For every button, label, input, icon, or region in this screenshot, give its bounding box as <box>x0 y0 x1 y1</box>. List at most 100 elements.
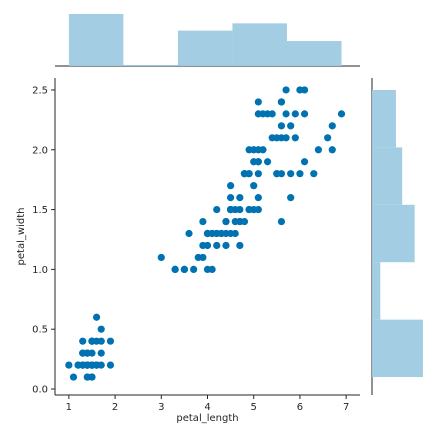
right-histogram-bar <box>372 262 381 320</box>
data-point <box>254 194 262 202</box>
data-point <box>65 361 73 369</box>
data-point <box>69 373 78 381</box>
data-point <box>300 110 309 118</box>
x-tick-label: 1 <box>66 402 72 413</box>
data-point <box>296 170 304 178</box>
data-point <box>231 229 239 238</box>
data-point <box>213 241 221 250</box>
data-point <box>263 158 272 166</box>
data-point <box>222 217 230 226</box>
data-point <box>287 122 295 130</box>
data-point <box>282 86 290 94</box>
scatter-axes: 1 2 3 4 5 6 7 0.0 0.5 1.0 1.5 2.0 2.5 <box>32 78 360 413</box>
data-point <box>199 217 207 226</box>
data-point <box>291 134 299 142</box>
x-tick-label: 6 <box>297 402 303 413</box>
data-point <box>106 361 115 369</box>
x-tick-label: 7 <box>343 402 349 413</box>
x-tick-label: 2 <box>112 402 118 413</box>
data-point <box>287 170 295 178</box>
data-point <box>300 158 309 166</box>
data-point <box>222 241 230 250</box>
data-point <box>97 325 105 333</box>
x-tick-label: 5 <box>251 402 257 413</box>
data-point <box>310 170 318 178</box>
data-point <box>254 170 262 178</box>
data-point <box>227 182 235 190</box>
data-point <box>277 122 286 130</box>
data-point <box>83 361 91 369</box>
data-point <box>268 134 276 142</box>
top-histogram-bar <box>232 23 287 66</box>
data-point <box>287 194 295 202</box>
right-histogram-bar <box>372 319 423 378</box>
top-marginal-histogram <box>55 14 360 67</box>
data-point <box>245 146 253 154</box>
data-point <box>273 170 281 178</box>
data-point <box>250 182 258 190</box>
data-point <box>254 98 262 106</box>
data-point <box>106 337 115 345</box>
right-marginal-histogram <box>371 78 423 395</box>
data-point <box>88 337 96 345</box>
x-tick-label: 3 <box>158 402 164 413</box>
data-point <box>236 205 244 214</box>
x-tick-label: 4 <box>204 402 210 413</box>
right-histogram-bar <box>372 147 403 205</box>
data-point <box>240 217 249 226</box>
data-point <box>240 170 249 178</box>
data-point <box>231 217 239 226</box>
y-axis-label: petal_width <box>16 208 27 266</box>
right-histogram-bar <box>372 204 415 263</box>
data-point <box>277 217 286 226</box>
data-point <box>208 229 216 238</box>
data-point <box>291 110 299 118</box>
data-point <box>157 253 165 262</box>
data-point <box>92 313 101 321</box>
data-point <box>180 265 188 273</box>
data-point <box>324 134 332 142</box>
y-tick-label: 0.5 <box>32 325 48 336</box>
data-point <box>83 373 91 381</box>
data-point <box>259 146 267 154</box>
data-point <box>203 241 212 250</box>
scatter-points <box>65 86 346 381</box>
data-point <box>79 337 87 345</box>
right-histogram-bar <box>372 89 396 148</box>
data-point <box>259 110 267 118</box>
data-point <box>213 205 221 214</box>
data-point <box>277 134 286 142</box>
data-point <box>300 86 309 94</box>
data-point <box>97 349 105 357</box>
y-tick-label: 0.0 <box>32 385 48 396</box>
top-histogram-bar <box>68 14 124 66</box>
data-point <box>328 146 336 154</box>
data-point <box>250 158 258 166</box>
data-point <box>185 229 193 238</box>
y-tick-label: 2.0 <box>32 145 48 156</box>
data-point <box>268 110 276 118</box>
data-point <box>194 253 202 262</box>
data-point <box>227 205 235 214</box>
data-point <box>314 146 323 154</box>
data-point <box>208 265 216 273</box>
y-tick-label: 2.5 <box>32 85 48 96</box>
top-histogram-bar <box>123 64 178 66</box>
data-point <box>236 194 244 202</box>
top-histogram-bar <box>286 41 342 66</box>
data-point <box>83 349 91 357</box>
data-point <box>337 110 346 118</box>
x-axis-label: petal_length <box>176 413 238 424</box>
data-point <box>282 110 290 118</box>
data-point <box>190 265 198 273</box>
data-point <box>227 194 235 202</box>
data-point <box>171 265 179 273</box>
data-point <box>254 205 262 214</box>
y-tick-label: 1.0 <box>32 265 48 276</box>
data-point <box>328 122 336 130</box>
data-point <box>277 98 286 106</box>
y-tick-label: 1.5 <box>32 205 48 216</box>
data-point <box>217 229 225 238</box>
top-histogram-bar <box>177 30 233 66</box>
